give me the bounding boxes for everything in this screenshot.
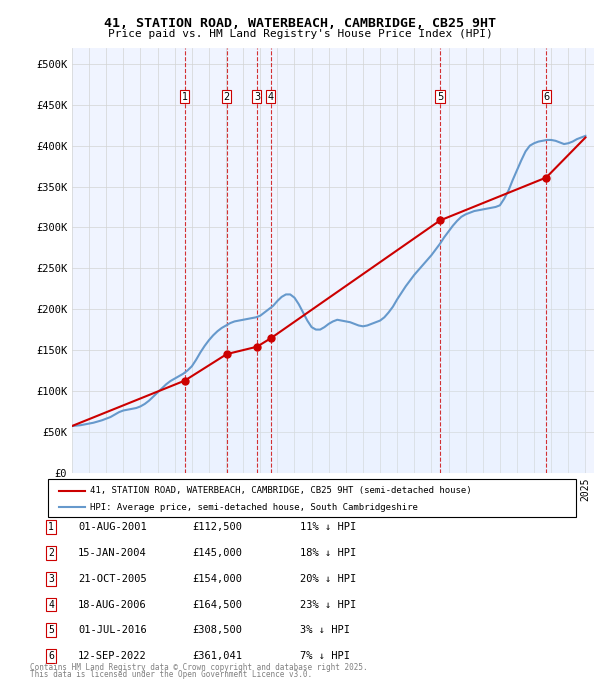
- Text: 01-AUG-2001: 01-AUG-2001: [78, 522, 147, 532]
- Text: Contains HM Land Registry data © Crown copyright and database right 2025.: Contains HM Land Registry data © Crown c…: [30, 663, 368, 672]
- Text: Price paid vs. HM Land Registry's House Price Index (HPI): Price paid vs. HM Land Registry's House …: [107, 29, 493, 39]
- Text: 12-SEP-2022: 12-SEP-2022: [78, 651, 147, 661]
- Text: £112,500: £112,500: [192, 522, 242, 532]
- Text: 21-OCT-2005: 21-OCT-2005: [78, 574, 147, 583]
- Text: £154,000: £154,000: [192, 574, 242, 583]
- Text: 5: 5: [437, 92, 443, 101]
- Text: 23% ↓ HPI: 23% ↓ HPI: [300, 600, 356, 609]
- Text: 01-JUL-2016: 01-JUL-2016: [78, 626, 147, 635]
- Text: 2: 2: [224, 92, 230, 101]
- Text: 1: 1: [182, 92, 188, 101]
- Text: HPI: Average price, semi-detached house, South Cambridgeshire: HPI: Average price, semi-detached house,…: [90, 503, 418, 512]
- Text: £308,500: £308,500: [192, 626, 242, 635]
- Text: 3% ↓ HPI: 3% ↓ HPI: [300, 626, 350, 635]
- FancyBboxPatch shape: [48, 479, 576, 517]
- Text: 2: 2: [48, 548, 54, 558]
- Text: 1: 1: [48, 522, 54, 532]
- Text: 15-JAN-2004: 15-JAN-2004: [78, 548, 147, 558]
- Text: 7% ↓ HPI: 7% ↓ HPI: [300, 651, 350, 661]
- Text: 20% ↓ HPI: 20% ↓ HPI: [300, 574, 356, 583]
- Text: £145,000: £145,000: [192, 548, 242, 558]
- Text: 18% ↓ HPI: 18% ↓ HPI: [300, 548, 356, 558]
- Text: £164,500: £164,500: [192, 600, 242, 609]
- Text: 18-AUG-2006: 18-AUG-2006: [78, 600, 147, 609]
- Text: 6: 6: [48, 651, 54, 661]
- Text: 11% ↓ HPI: 11% ↓ HPI: [300, 522, 356, 532]
- Text: This data is licensed under the Open Government Licence v3.0.: This data is licensed under the Open Gov…: [30, 670, 312, 679]
- Text: 41, STATION ROAD, WATERBEACH, CAMBRIDGE, CB25 9HT (semi-detached house): 41, STATION ROAD, WATERBEACH, CAMBRIDGE,…: [90, 486, 472, 495]
- Text: £361,041: £361,041: [192, 651, 242, 661]
- Text: 4: 4: [48, 600, 54, 609]
- Text: 41, STATION ROAD, WATERBEACH, CAMBRIDGE, CB25 9HT: 41, STATION ROAD, WATERBEACH, CAMBRIDGE,…: [104, 17, 496, 30]
- Text: 3: 3: [254, 92, 260, 101]
- Text: 6: 6: [543, 92, 549, 101]
- Text: 3: 3: [48, 574, 54, 583]
- Text: 4: 4: [268, 92, 274, 101]
- Text: 5: 5: [48, 626, 54, 635]
